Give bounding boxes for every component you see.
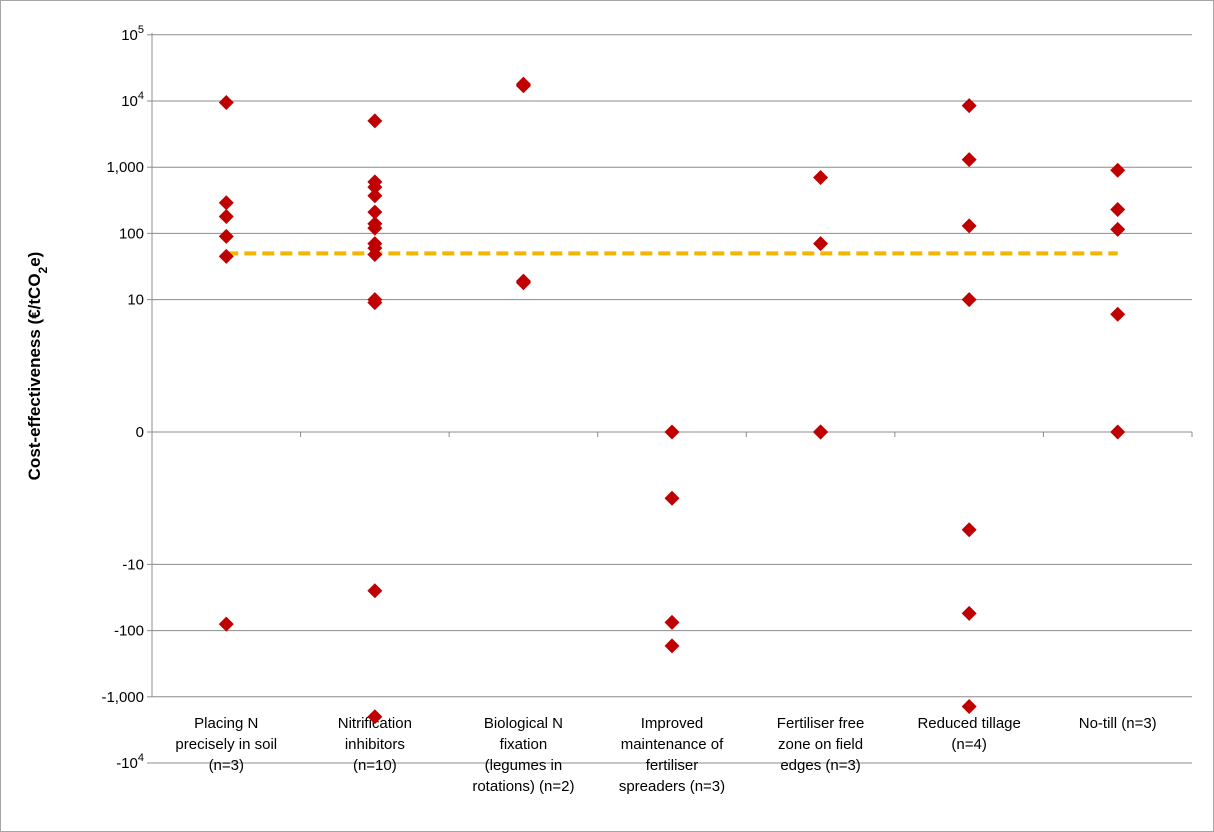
data-point [1110, 424, 1126, 440]
data-point [367, 188, 383, 204]
data-point [367, 583, 383, 599]
x-category-label: No-till (n=3) [1079, 715, 1157, 732]
y-tick-label: 10 [127, 292, 144, 309]
data-point [218, 94, 234, 110]
data-point [961, 218, 977, 234]
x-category-label: Reduced tillage (n=4) [917, 715, 1020, 753]
data-point [813, 169, 829, 185]
data-point [367, 179, 383, 195]
y-tick-label: -100 [114, 623, 144, 640]
data-point [961, 292, 977, 308]
data-point [1110, 306, 1126, 322]
y-tick-label: -10 [122, 556, 144, 573]
y-tick-label: 0 [136, 424, 144, 441]
data-point [1110, 162, 1126, 178]
data-point [367, 204, 383, 220]
y-tick-label: -104 [116, 752, 144, 772]
data-point [961, 698, 977, 714]
data-point [813, 424, 829, 440]
data-point [961, 522, 977, 538]
data-point [367, 220, 383, 236]
data-point [1110, 221, 1126, 237]
data-point [664, 638, 680, 654]
data-point [961, 98, 977, 114]
y-tick-label: 1,000 [106, 159, 144, 176]
y-tick-label: 105 [121, 24, 144, 44]
data-point [664, 424, 680, 440]
y-tick-label: -1,000 [101, 689, 144, 706]
data-point [218, 228, 234, 244]
x-category-label: Fertiliser free zone on field edges (n=3) [777, 715, 865, 774]
x-category-label: Improved maintenance of fertiliser spreader… [619, 715, 725, 795]
y-axis-title: Cost-effectiveness (€/tCO2e) [25, 252, 50, 481]
gridlines [152, 34, 1192, 764]
y-tick-label: 100 [119, 225, 144, 242]
data-point [961, 605, 977, 621]
data-point [515, 78, 531, 94]
data-point [367, 295, 383, 311]
data-point [367, 247, 383, 263]
data-point [367, 709, 383, 725]
data-markers [218, 76, 1126, 725]
data-point [664, 490, 680, 506]
y-tick-label: 104 [121, 90, 144, 110]
data-point [515, 275, 531, 291]
data-point [961, 152, 977, 168]
data-point [1110, 201, 1126, 217]
data-point [367, 113, 383, 129]
data-point [813, 236, 829, 252]
data-point [218, 616, 234, 632]
data-point [218, 195, 234, 211]
data-point [218, 248, 234, 264]
data-point [664, 614, 680, 630]
data-point [218, 209, 234, 225]
